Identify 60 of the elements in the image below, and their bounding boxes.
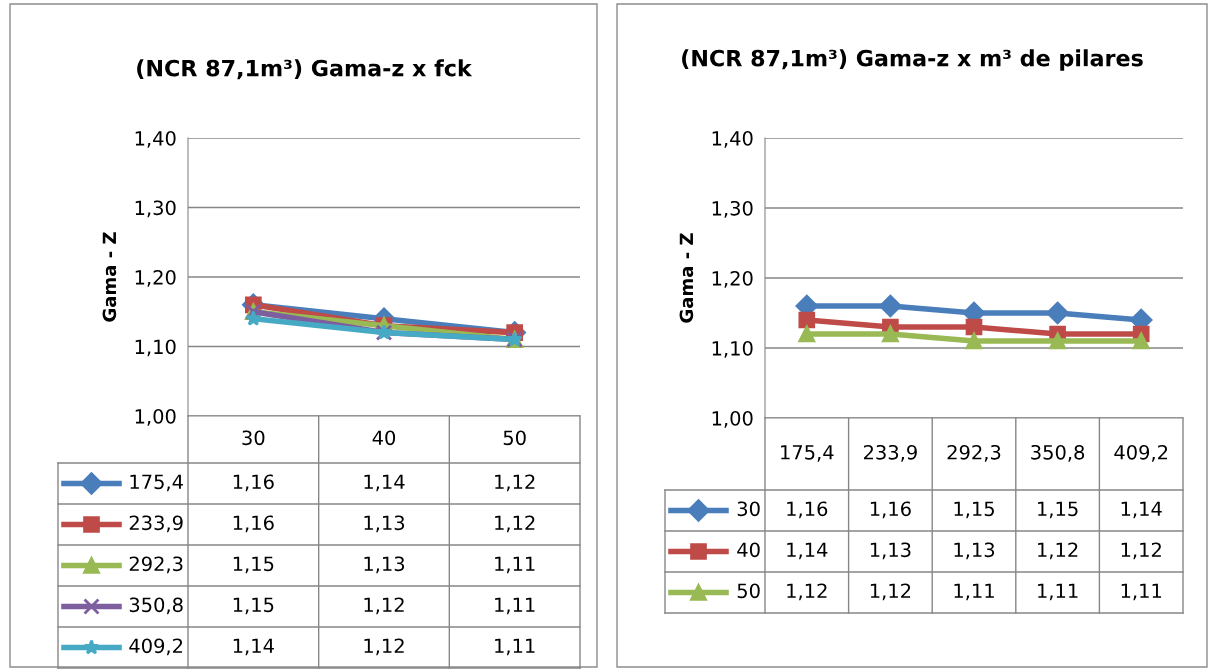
data-label: 1,12 [364,638,404,656]
x-tick-label: 233,9 [863,444,917,462]
x-tick-label: 350,8 [1031,444,1085,462]
y-tick-label: 1,40 [712,130,753,148]
data-label: 1,12 [1038,542,1078,560]
legend-label: 30 [737,501,760,517]
x-tick-label: 292,3 [947,444,1001,462]
data-label: 1,14 [233,638,274,656]
y-tick-label: 1,20 [712,270,753,288]
y-axis-title: Gama - Z [679,233,694,323]
data-label: 1,11 [954,583,994,601]
x-tick-label: 40 [372,430,396,446]
data-label: 1,13 [364,556,405,574]
legend-label: 409,2 [129,638,183,656]
data-label: 1,12 [495,474,535,492]
y-tick-label: 1,10 [712,340,753,358]
data-label: 1,15 [233,556,274,574]
y-tick-label: 1,00 [712,410,753,428]
data-label: 1,14 [364,474,405,492]
y-tick-label: 1,00 [135,408,176,426]
data-label: 1,12 [495,515,535,533]
data-label: 1,11 [495,556,535,574]
y-tick-label: 1,10 [135,339,176,357]
data-label: 1,13 [954,542,995,560]
data-label: 1,15 [233,597,274,615]
data-label: 1,12 [364,597,404,615]
legend-label: 233,9 [129,515,183,533]
legend-label: 292,3 [129,556,183,574]
legend-label: 50 [737,583,760,599]
data-label: 1,11 [1038,583,1078,601]
data-label: 1,15 [954,501,994,519]
data-label: 1,14 [787,542,828,560]
data-label: 1,14 [1121,501,1162,519]
data-label: 1,16 [870,501,911,519]
y-axis-title: Gama - Z [102,232,117,322]
y-tick-label: 1,20 [135,269,176,287]
legend-label: 40 [737,542,760,558]
data-label: 1,16 [233,515,274,533]
data-label: 1,11 [495,597,535,615]
x-tick-label: 175,4 [781,445,834,462]
y-tick-label: 1,30 [135,200,176,218]
data-label: 1,16 [233,474,274,492]
x-tick-label: 30 [242,430,265,446]
data-label: 1,11 [1121,583,1162,601]
y-tick-label: 1,40 [135,130,176,148]
data-label: 1,12 [787,583,827,601]
data-label: 1,12 [1121,542,1161,560]
data-label: 1,13 [364,515,405,533]
x-tick-label: 409,2 [1114,444,1168,462]
data-label: 1,16 [787,501,828,519]
data-label: 1,13 [870,542,911,560]
x-tick-label: 50 [503,430,526,446]
y-tick-label: 1,30 [712,200,753,218]
data-label: 1,12 [870,583,911,601]
legend-label: 175,4 [130,474,183,492]
data-label: 1,15 [1038,501,1078,519]
data-label: 1,11 [495,638,535,656]
legend-label: 350,8 [129,597,183,615]
chart-title: (NCR 87,1m³) Gama-z x m³ de pilares [682,49,1143,71]
chart-title: (NCR 87,1m³) Gama-z x fck [137,59,473,80]
